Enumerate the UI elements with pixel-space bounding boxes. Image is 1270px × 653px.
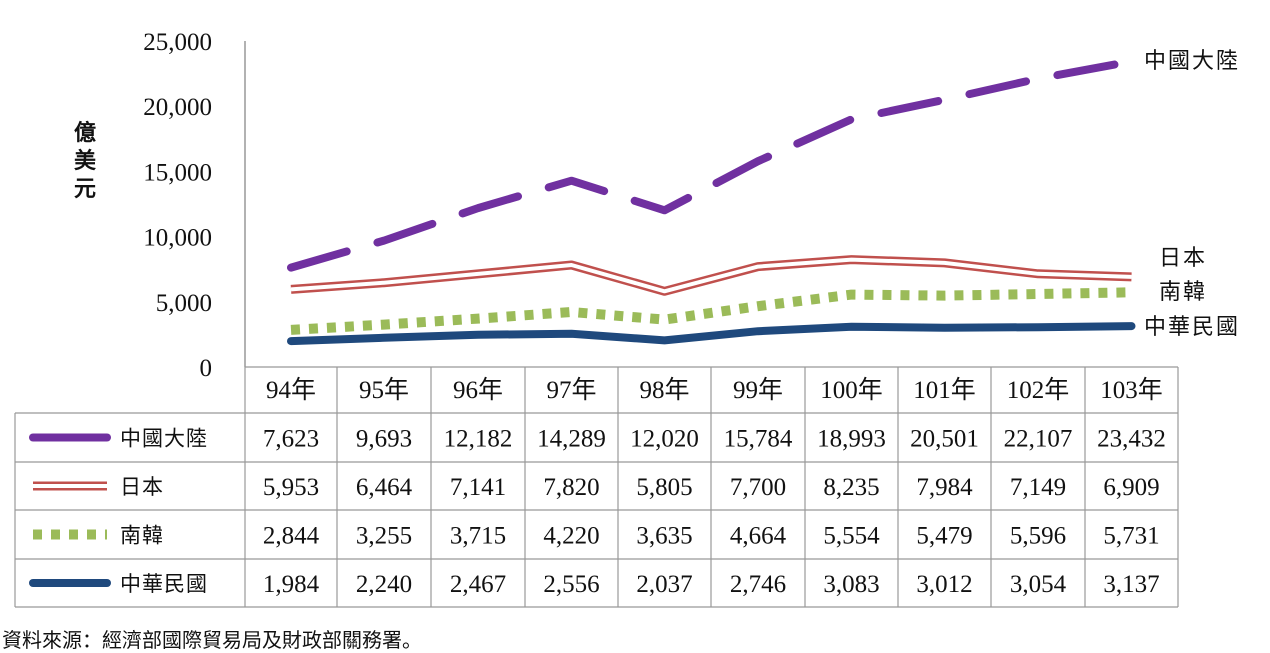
data-label: 18,993 (817, 426, 886, 453)
series-line-中國大陸 (287, 57, 1136, 272)
data-label: 7,984 (916, 474, 973, 501)
data-label: 2,037 (636, 571, 692, 598)
data-label: 3,083 (823, 571, 879, 598)
y-axis-label: 元 (74, 176, 96, 202)
data-label: 2,746 (730, 571, 786, 598)
data-label: 1,984 (263, 571, 320, 598)
data-label: 3,137 (1103, 571, 1159, 598)
y-tick-label: 15,000 (143, 159, 212, 186)
data-label: 3,054 (1010, 571, 1067, 598)
data-label: 12,020 (630, 426, 699, 453)
series-line-inner-日本 (290, 257, 1132, 294)
data-label: 3,255 (356, 523, 412, 550)
data-label: 6,464 (356, 474, 413, 501)
y-axis-label: 美 (74, 148, 97, 174)
series-line-南韓 (290, 287, 1132, 335)
series-end-label: 中國大陸 (1144, 49, 1240, 74)
series-end-label: 日本 (1159, 246, 1207, 271)
data-label: 5,805 (636, 474, 692, 501)
data-label: 7,623 (263, 426, 319, 453)
data-label: 7,149 (1010, 474, 1066, 501)
data-label: 23,432 (1097, 426, 1166, 453)
series-end-label: 中華民國 (1144, 315, 1240, 340)
data-label: 4,664 (730, 523, 787, 550)
data-label: 3,715 (450, 523, 506, 550)
data-label: 2,240 (356, 571, 412, 598)
x-tick-label: 102年 (1007, 376, 1070, 404)
data-label: 7,700 (730, 474, 786, 501)
y-tick-label: 0 (200, 355, 213, 382)
x-tick-label: 95年 (359, 376, 409, 404)
data-label: 2,556 (543, 571, 599, 598)
data-label: 8,235 (823, 474, 879, 501)
series-line-中華民國 (287, 322, 1136, 346)
data-label: 20,501 (910, 426, 979, 453)
x-tick-label: 103年 (1100, 376, 1163, 404)
data-label: 3,635 (636, 523, 692, 550)
data-label: 5,554 (823, 523, 880, 550)
data-label: 5,596 (1010, 523, 1066, 550)
x-tick-label: 94年 (266, 376, 316, 404)
y-tick-label: 10,000 (143, 225, 212, 252)
data-label: 22,107 (1004, 426, 1073, 453)
y-tick-label: 20,000 (143, 94, 212, 121)
x-tick-label: 99年 (733, 376, 783, 404)
data-label: 14,289 (537, 426, 606, 453)
legend-label: 中國大陸 (120, 427, 208, 451)
y-axis-label: 億 (74, 120, 96, 146)
x-tick-label: 100年 (820, 376, 883, 404)
source-note: 資料來源：經濟部國際貿易局及財政部關務署。 (2, 628, 422, 652)
data-label: 9,693 (356, 426, 412, 453)
data-label: 5,953 (263, 474, 319, 501)
data-label: 12,182 (444, 426, 513, 453)
data-label: 6,909 (1103, 474, 1159, 501)
data-label: 2,844 (263, 523, 320, 550)
data-label: 5,731 (1103, 523, 1159, 550)
data-label: 15,784 (724, 426, 793, 453)
legend-label: 日本 (120, 475, 164, 499)
data-label: 7,141 (450, 474, 506, 501)
x-tick-label: 98年 (639, 376, 689, 404)
x-tick-label: 101年 (913, 376, 976, 404)
x-tick-label: 96年 (453, 376, 503, 404)
data-label: 5,479 (916, 523, 972, 550)
data-label: 3,012 (916, 571, 972, 598)
y-tick-label: 25,000 (143, 29, 212, 56)
x-tick-label: 97年 (546, 376, 596, 404)
series-line-日本 (290, 255, 1132, 296)
legend-label: 中華民國 (120, 572, 208, 596)
data-label: 7,820 (543, 474, 599, 501)
legend-label: 南韓 (120, 524, 164, 548)
y-tick-label: 5,000 (156, 290, 212, 317)
series-end-label: 南韓 (1159, 280, 1207, 305)
data-label: 4,220 (543, 523, 599, 550)
data-label: 2,467 (450, 571, 506, 598)
